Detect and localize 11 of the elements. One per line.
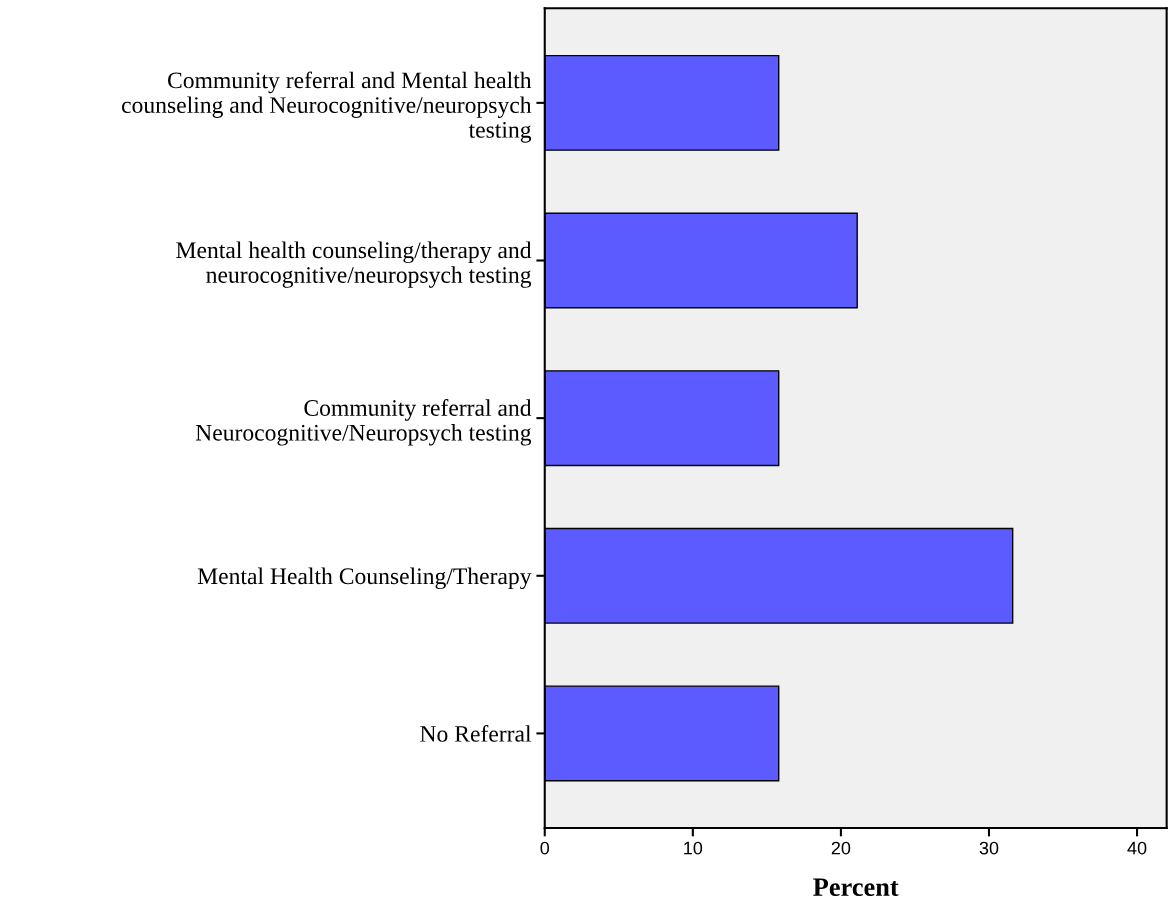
x-tick-label: 0 bbox=[540, 841, 550, 855]
x-axis-title: Percent bbox=[813, 878, 899, 897]
y-tick-label: Mental Health Counseling/Therapy bbox=[197, 567, 532, 590]
y-tick-label: Mental health counseling/therapy and neurocognitive/neuropsych testing bbox=[176, 241, 532, 288]
x-tick-label: 10 bbox=[684, 841, 703, 855]
y-tick-label: No Referral bbox=[420, 724, 532, 742]
y-tick-label: Community referral and Neurocognitive/Neuropsych testing bbox=[195, 399, 532, 446]
x-tick-label: 40 bbox=[1127, 841, 1147, 855]
x-tick-label: 30 bbox=[979, 841, 999, 855]
y-tick-label: Community referral and Mental health counseling and Neurocognitive/neuropsych testing bbox=[121, 71, 532, 143]
x-tick-label: 20 bbox=[831, 841, 851, 855]
